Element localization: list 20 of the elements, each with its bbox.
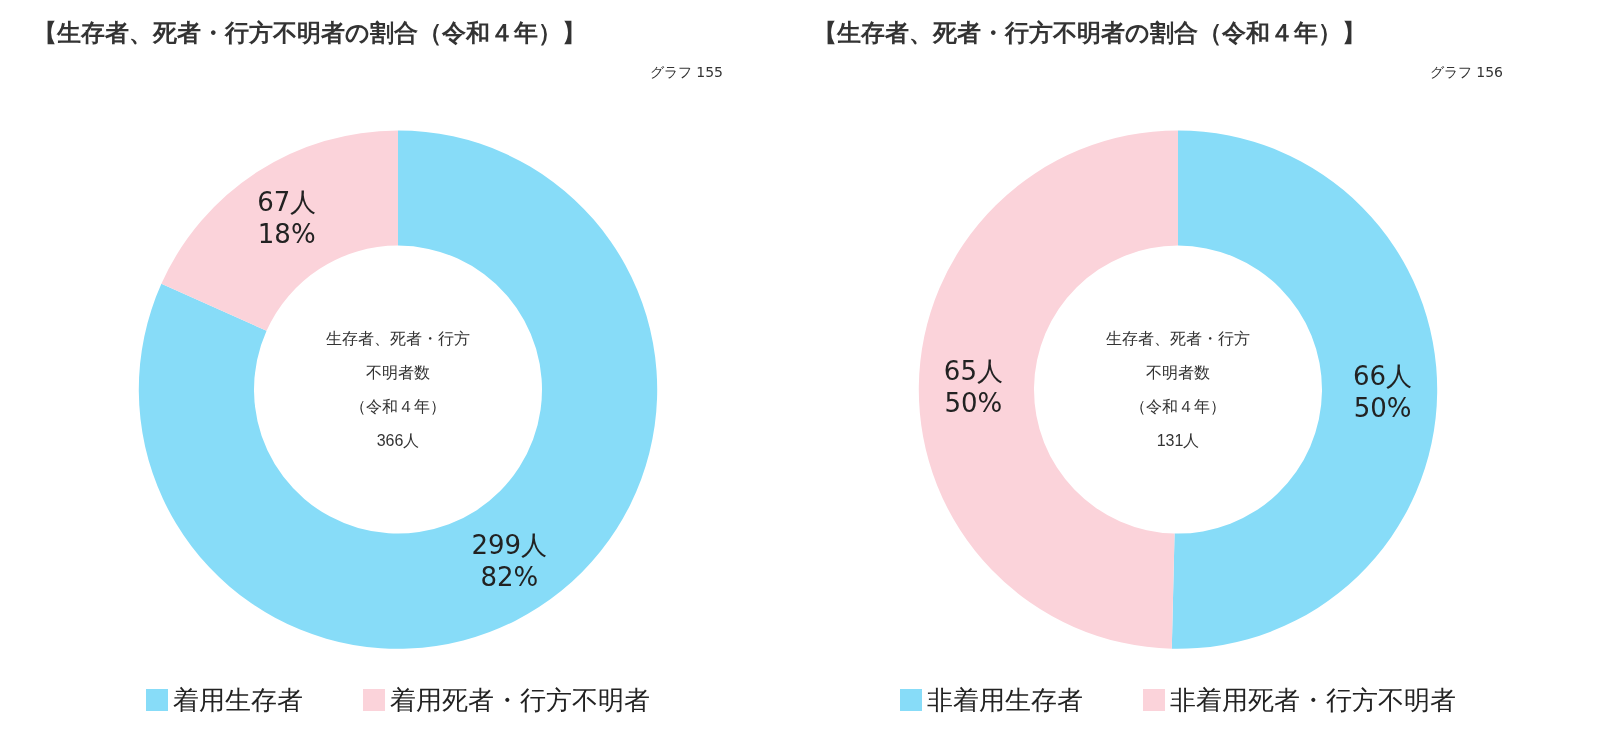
- legend-label: 非着用死者・行方不明者: [1170, 685, 1456, 715]
- text: 生存者、死者・行方: [1106, 329, 1250, 347]
- text: 生存者、死者・行方: [326, 329, 470, 347]
- chart-title: 【生存者、死者・行方不明者の割合（令和４年）】: [813, 19, 1366, 47]
- data-label: 299人 82%: [471, 530, 548, 593]
- text: 131人: [1156, 431, 1200, 449]
- text: 366人: [376, 431, 420, 449]
- data-label: 67人 18%: [257, 186, 317, 249]
- chart-title: 【生存者、死者・行方不明者の割合（令和４年）】: [33, 19, 586, 47]
- chart-subtitle: グラフ 156: [1429, 64, 1504, 80]
- text: 不明者数: [1146, 363, 1210, 381]
- data-label: 66人 50%: [1353, 361, 1413, 424]
- text: （令和４年）: [1130, 397, 1226, 415]
- text: グラフ 155: [649, 64, 723, 80]
- legend-label: 非着用生存者: [927, 685, 1083, 715]
- text: 不明者数: [366, 363, 430, 381]
- legend-label: 着用死者・行方不明者: [390, 685, 650, 715]
- text: （令和４年）: [350, 397, 446, 415]
- legend-label: 着用生存者: [173, 685, 303, 715]
- data-label: 65人 50%: [943, 356, 1003, 419]
